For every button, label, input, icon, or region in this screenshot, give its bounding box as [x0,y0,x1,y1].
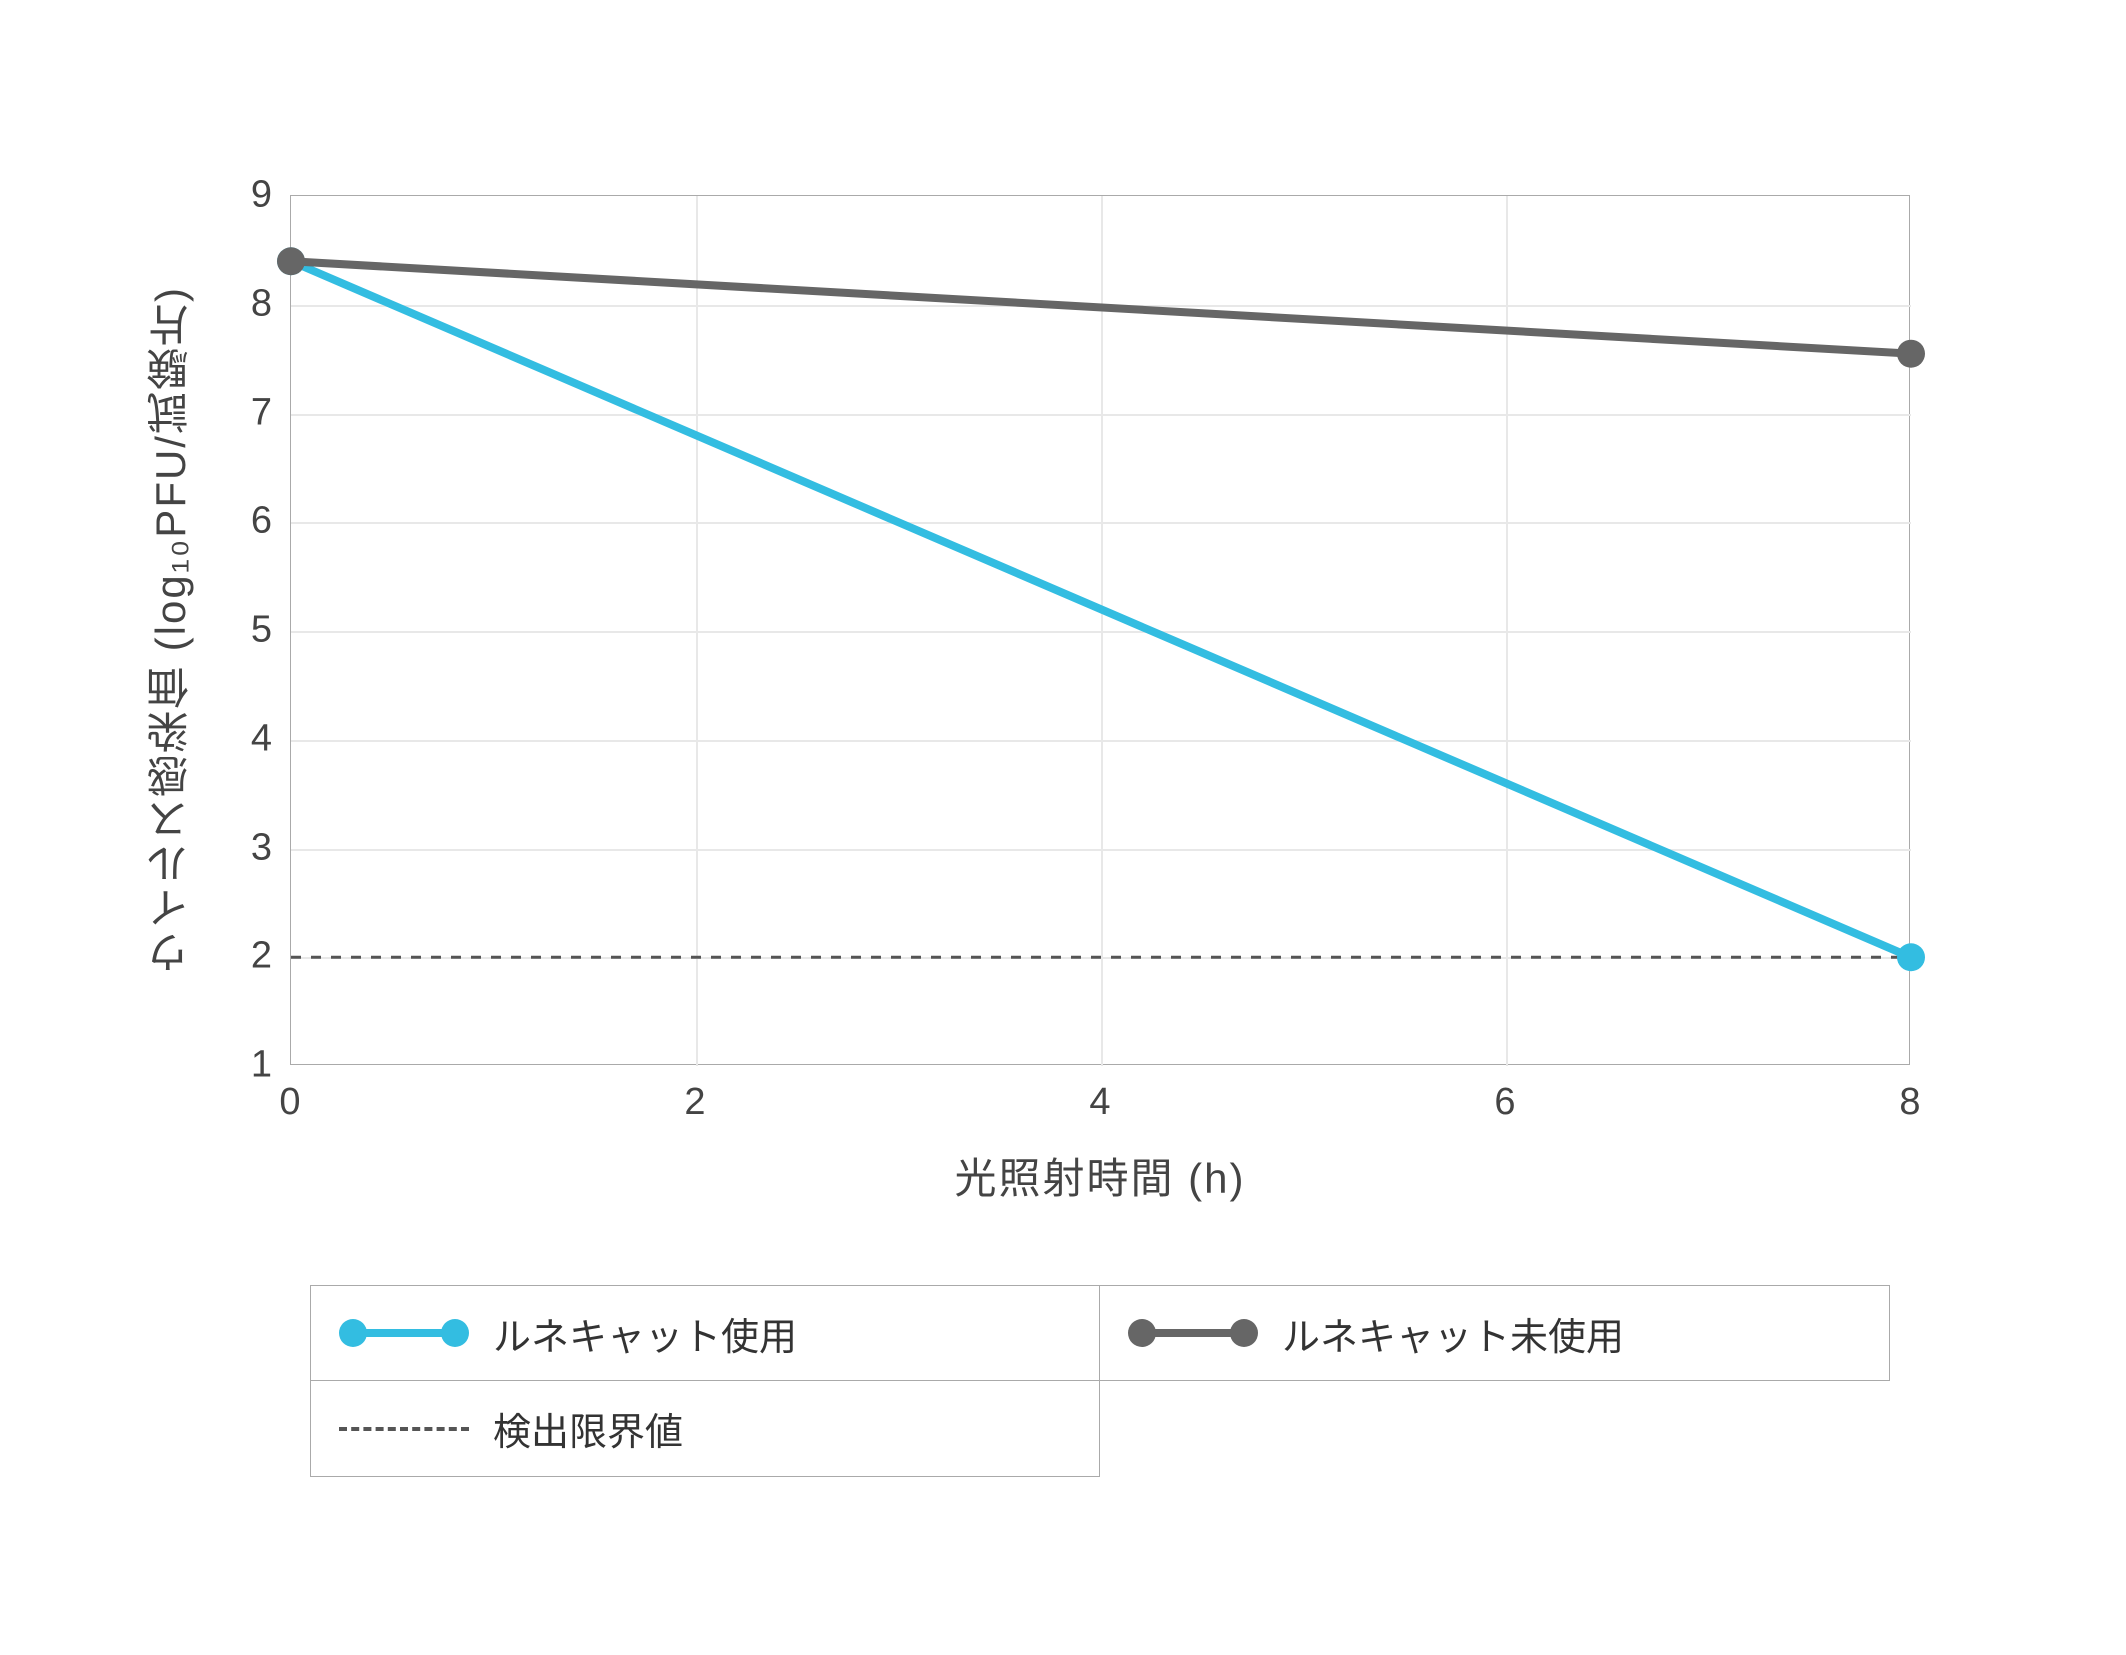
series-1 [291,196,1911,1066]
y-tick-label: 2 [251,935,290,978]
legend-item: ルネキャット未使用 [1100,1285,1890,1381]
legend-label: ルネキャット使用 [493,1306,797,1361]
x-tick-label: 2 [684,1071,705,1124]
data-marker [277,247,305,275]
legend-item: 検出限界値 [310,1381,1100,1477]
data-marker [1897,340,1925,368]
legend-label: ルネキャット未使用 [1282,1306,1624,1361]
x-tick-label: 6 [1494,1071,1515,1124]
x-axis-label: 光照射時間 (h) [954,1145,1245,1206]
y-tick-label: 7 [251,391,290,434]
legend-item: ルネキャット使用 [310,1285,1100,1381]
y-tick-label: 9 [251,174,290,217]
legend-swatch-line [339,1319,469,1347]
y-tick-label: 4 [251,717,290,760]
y-tick-label: 8 [251,282,290,325]
y-tick-label: 1 [251,1044,290,1087]
x-tick-label: 8 [1899,1071,1920,1124]
legend: ルネキャット使用 ルネキャット未使用検出限界値 [310,1285,1890,1477]
legend-swatch-line [1128,1319,1258,1347]
y-tick-label: 6 [251,500,290,543]
chart-canvas: ウイルス感染価 (log₁₀PFU/試験片) 光照射時間 (h) ルネキャット使… [0,0,2126,1655]
y-axis-label: ウイルス感染価 (log₁₀PFU/試験片) [140,215,201,1045]
y-tick-label: 5 [251,609,290,652]
legend-label: 検出限界値 [493,1401,683,1456]
legend-empty-cell [1100,1381,1890,1477]
plot-area [290,195,1910,1065]
y-tick-label: 3 [251,826,290,869]
legend-swatch-dash [339,1427,469,1431]
x-tick-label: 4 [1089,1071,1110,1124]
